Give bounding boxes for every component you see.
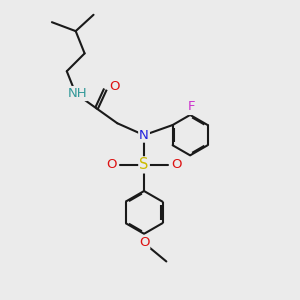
Text: NH: NH <box>68 87 87 100</box>
Text: O: O <box>139 236 149 249</box>
Text: F: F <box>186 101 194 114</box>
Text: N: N <box>139 129 149 142</box>
Text: S: S <box>140 158 149 172</box>
Text: O: O <box>107 158 117 171</box>
Text: O: O <box>110 80 120 93</box>
Text: F: F <box>188 100 195 112</box>
Text: O: O <box>171 158 181 171</box>
